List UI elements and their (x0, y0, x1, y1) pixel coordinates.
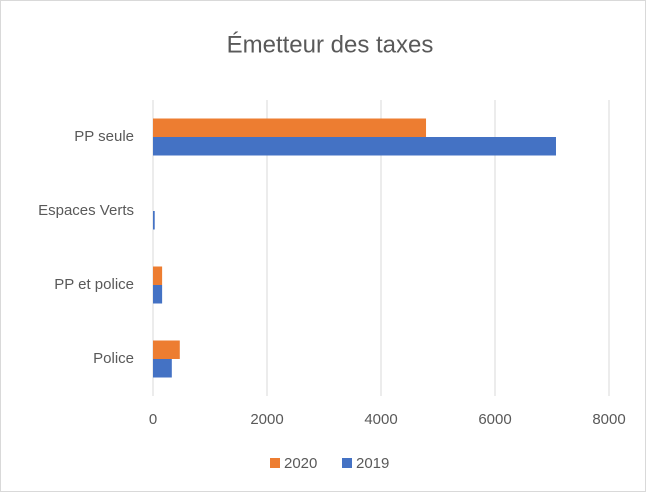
bar (153, 211, 155, 230)
legend-label: 2019 (356, 455, 389, 472)
x-tick-label: 8000 (592, 411, 625, 428)
x-tick-label: 6000 (478, 411, 511, 428)
x-tick-label: 2000 (250, 411, 283, 428)
x-tick-label: 0 (149, 411, 157, 428)
legend-swatch (270, 458, 280, 468)
chart-title: Émetteur des taxes (227, 31, 434, 58)
y-tick-label: Espaces Verts (38, 202, 134, 219)
legend-swatch (342, 458, 352, 468)
bar (153, 137, 556, 156)
x-tick-label: 4000 (364, 411, 397, 428)
y-tick-label: PP et police (54, 276, 134, 293)
legend-label: 2020 (284, 455, 317, 472)
bar (153, 285, 163, 304)
bar (153, 266, 163, 285)
bar (153, 340, 180, 359)
y-tick-label: PP seule (74, 128, 134, 145)
bar (153, 359, 172, 378)
bar (153, 118, 427, 137)
y-tick-label: Police (93, 350, 134, 367)
